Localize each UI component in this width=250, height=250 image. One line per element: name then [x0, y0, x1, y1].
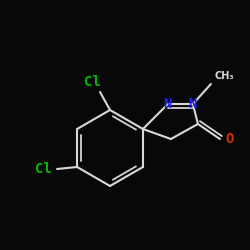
- Text: O: O: [226, 132, 234, 146]
- Text: Cl: Cl: [35, 162, 51, 176]
- Text: CH₃: CH₃: [215, 71, 234, 81]
- Text: N: N: [189, 97, 197, 111]
- Text: Cl: Cl: [84, 75, 100, 89]
- Text: N: N: [164, 97, 172, 111]
